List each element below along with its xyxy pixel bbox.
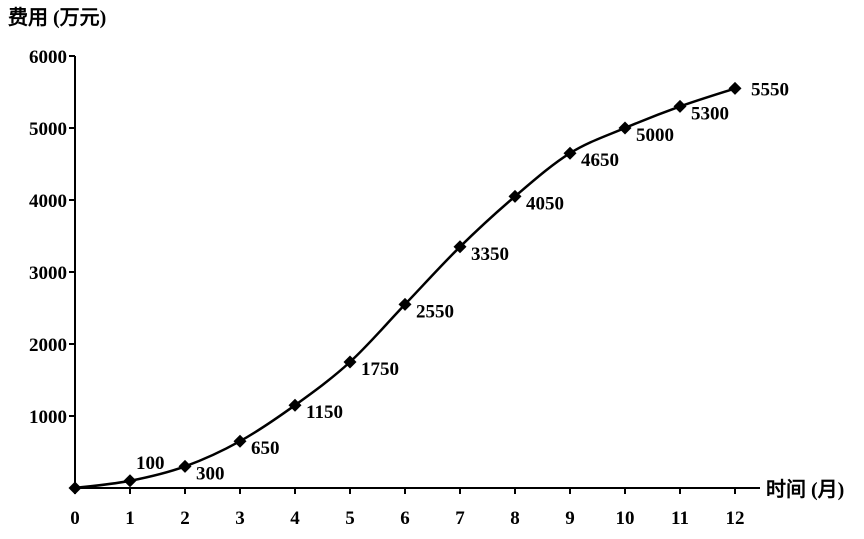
data-label: 3350: [471, 244, 509, 265]
data-point-marker: [398, 297, 412, 311]
data-point-marker: [288, 398, 302, 412]
x-tick-label: 11: [671, 508, 689, 529]
x-tick-label: 0: [70, 508, 80, 529]
data-label: 650: [251, 438, 280, 459]
y-tick-label: 2000: [29, 335, 67, 356]
series-line: [74, 87, 736, 490]
x-tick-label: 6: [400, 508, 410, 529]
data-label: 300: [196, 463, 225, 484]
data-point-marker: [563, 146, 577, 160]
y-tick-label: 4000: [29, 191, 67, 212]
data-point-marker: [673, 99, 687, 113]
data-point-marker: [123, 474, 137, 488]
data-point-marker: [178, 459, 192, 473]
x-axis-title: 时间 (月): [766, 478, 844, 501]
data-label: 1750: [361, 359, 399, 380]
data-point-marker: [233, 434, 247, 448]
x-tick-label: 5: [345, 508, 355, 529]
x-tick-label: 1: [125, 508, 135, 529]
series-layer: [68, 81, 742, 495]
y-tick-label: 3000: [29, 263, 67, 284]
data-label: 4650: [581, 150, 619, 171]
data-label: 5550: [751, 79, 789, 100]
y-tick-label: 1000: [29, 407, 67, 428]
x-tick-label: 9: [565, 508, 575, 529]
y-tick-label: 5000: [29, 119, 67, 140]
data-label: 4050: [526, 193, 564, 214]
x-tick-label: 10: [616, 508, 635, 529]
data-point-marker: [343, 355, 357, 369]
data-point-marker: [68, 481, 82, 495]
x-tick-label: 8: [510, 508, 520, 529]
data-point-marker: [618, 121, 632, 135]
data-point-marker: [728, 81, 742, 95]
x-tick-label: 3: [235, 508, 245, 529]
x-tick-label: 7: [455, 508, 465, 529]
labels-layer: 100 300 650 1150 1750 2550 3350 4050 4650 5000 530…: [136, 79, 789, 484]
x-tick-label: 2: [180, 508, 190, 529]
data-label: 2550: [416, 301, 454, 322]
y-axis-title: 费用 (万元): [8, 6, 106, 29]
data-point-marker: [508, 189, 522, 203]
data-label: 100: [136, 453, 165, 474]
data-point-marker: [453, 240, 467, 254]
y-tick-label: 6000: [29, 47, 67, 68]
data-label: 5000: [636, 125, 674, 146]
data-label: 1150: [306, 402, 343, 423]
x-tick-label: 12: [726, 508, 745, 529]
x-tick-label: 4: [290, 508, 300, 529]
data-label: 5300: [691, 103, 729, 124]
